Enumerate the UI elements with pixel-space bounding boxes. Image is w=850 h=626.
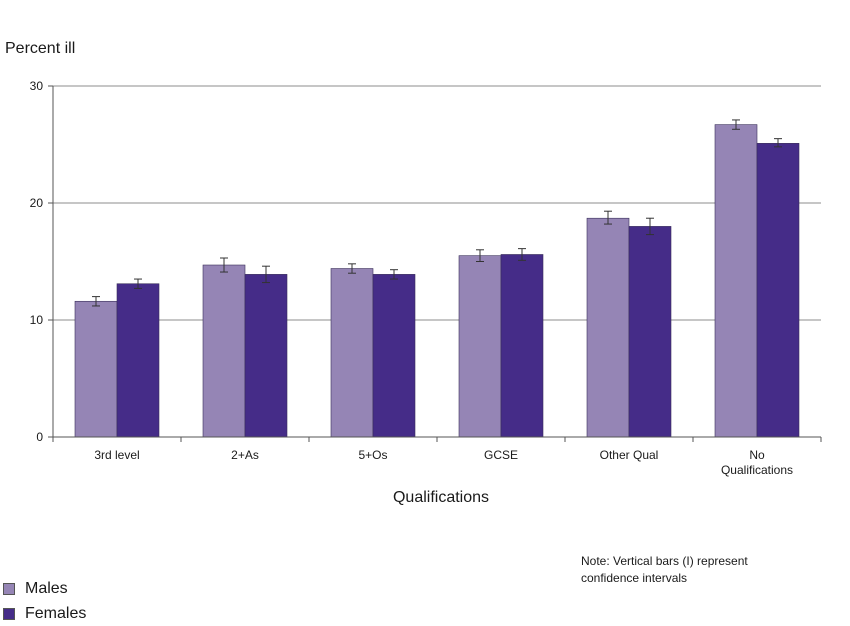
error-bar-males-4 bbox=[604, 210, 612, 225]
legend-swatch-males bbox=[3, 582, 15, 595]
error-bar-females-2 bbox=[390, 269, 398, 280]
error-bar-males-1 bbox=[220, 257, 228, 273]
bars bbox=[74, 119, 800, 438]
legend-label-females: Females bbox=[25, 604, 87, 622]
x-axis-title: Qualifications bbox=[393, 489, 489, 506]
bar-males-2 bbox=[330, 268, 374, 438]
y-axis-title: Percent ill bbox=[5, 40, 75, 57]
y-tick-label-30: 30 bbox=[30, 79, 44, 93]
x-tick-label-2: 5+Os bbox=[358, 448, 387, 462]
bar-females-0 bbox=[116, 283, 160, 438]
gridlines bbox=[53, 85, 821, 321]
error-bar-females-0 bbox=[134, 278, 142, 289]
error-bar-females-1 bbox=[262, 265, 270, 284]
legend-label-males: Males bbox=[25, 579, 68, 597]
error-bar-females-4 bbox=[646, 217, 654, 236]
legend-item-females: Females bbox=[3, 601, 86, 626]
error-bar-females-3 bbox=[518, 248, 526, 261]
x-tick-label-5-line-0: No bbox=[749, 448, 765, 462]
note-line-2: confidence intervals bbox=[581, 571, 688, 585]
x-tick-label-5-line-1: Qualifications bbox=[721, 463, 793, 477]
bar-males-1 bbox=[202, 264, 246, 438]
bar-males-0 bbox=[74, 300, 118, 438]
bar-females-2 bbox=[372, 274, 416, 438]
bar-females-1 bbox=[244, 274, 288, 438]
bar-females-3 bbox=[500, 254, 544, 438]
error-bar-males-3 bbox=[476, 249, 484, 262]
bar-males-4 bbox=[586, 217, 630, 438]
bar-females-5 bbox=[756, 143, 800, 438]
axes: 0 10 20 30 3rd level 2+As 5+Os GCSE Other Qual No… bbox=[30, 79, 822, 477]
legend-item-males: Males bbox=[3, 576, 86, 601]
error-bar-males-2 bbox=[348, 263, 356, 274]
y-tick-label-0: 0 bbox=[36, 430, 43, 444]
error-bar-males-0 bbox=[92, 296, 100, 307]
x-tick-label-3: GCSE bbox=[484, 448, 518, 462]
legend: Males Females bbox=[3, 576, 86, 626]
x-tick-label-1: 2+As bbox=[231, 448, 259, 462]
x-tick-label-0: 3rd level bbox=[94, 448, 139, 462]
chart-note: Note: Vertical bars (I) represent confid… bbox=[581, 553, 811, 587]
x-tick-label-4: Other Qual bbox=[600, 448, 659, 462]
error-bar-females-5 bbox=[774, 138, 782, 148]
bar-females-4 bbox=[628, 226, 672, 438]
legend-swatch-females bbox=[3, 607, 15, 620]
error-bar-males-5 bbox=[732, 119, 740, 130]
y-tick-label-20: 20 bbox=[30, 196, 44, 210]
bar-males-3 bbox=[458, 255, 502, 438]
y-tick-label-10: 10 bbox=[30, 313, 44, 327]
note-line-1: Note: Vertical bars (I) represent bbox=[581, 554, 748, 568]
bar-males-5 bbox=[714, 124, 758, 438]
